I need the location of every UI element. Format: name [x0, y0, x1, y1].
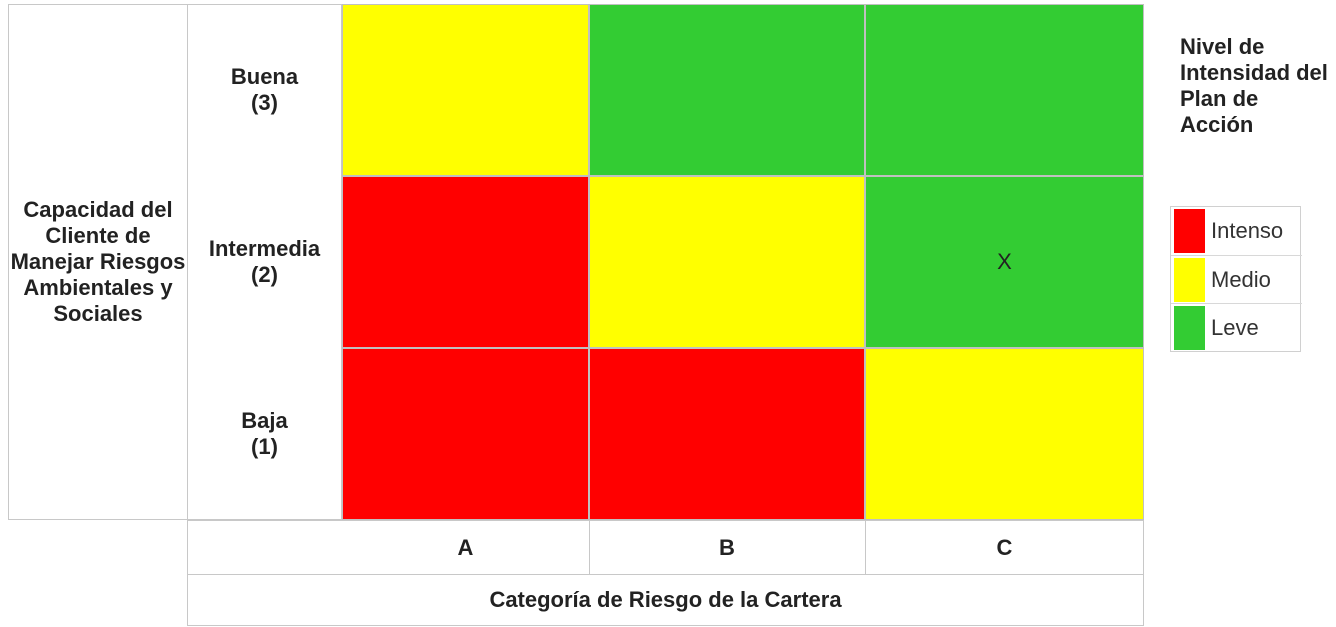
row-label-buena: Buena (3): [230, 64, 299, 115]
heatmap-cell: X: [865, 176, 1144, 348]
y-axis-label: Capacidad del Cliente de Manejar Riesgos…: [8, 4, 188, 520]
legend-swatch: [1174, 258, 1205, 302]
row-label-baja: Baja (1): [241, 408, 288, 459]
heatmap-cell: [865, 348, 1144, 520]
legend-label: Intenso: [1211, 218, 1284, 243]
column-divider: [865, 520, 866, 575]
legend-label: Medio: [1211, 267, 1271, 292]
column-label-c: C: [996, 534, 1013, 560]
column-divider: [589, 520, 590, 575]
heatmap-cell: [589, 176, 865, 348]
heatmap-cell: [589, 4, 865, 176]
heatmap-cell: [342, 176, 589, 348]
row-label-intermedia: Intermedia (2): [208, 236, 321, 287]
legend-item-intenso: Intenso: [1171, 207, 1302, 255]
legend: Intenso Medio Leve: [1170, 206, 1302, 352]
heatmap-cell: [342, 4, 589, 176]
legend-item-leve: Leve: [1171, 303, 1302, 351]
heatmap-cell: [342, 348, 589, 520]
legend-swatch: [1174, 306, 1205, 350]
x-axis-label: Categoría de Riesgo de la Cartera: [187, 574, 1144, 626]
legend-title: Nivel de Intensidad del Plan de Acción: [1180, 34, 1328, 137]
heatmap-cell: [865, 4, 1144, 176]
legend-label: Leve: [1211, 315, 1259, 340]
legend-swatch: [1174, 209, 1205, 253]
legend-item-medio: Medio: [1171, 255, 1302, 303]
column-label-b: B: [719, 534, 735, 560]
row-labels-column: [187, 4, 342, 520]
column-label-a: A: [457, 534, 474, 560]
heatmap-cell: [589, 348, 865, 520]
column-labels-row: [187, 520, 1144, 575]
marker-x: X: [997, 249, 1012, 274]
